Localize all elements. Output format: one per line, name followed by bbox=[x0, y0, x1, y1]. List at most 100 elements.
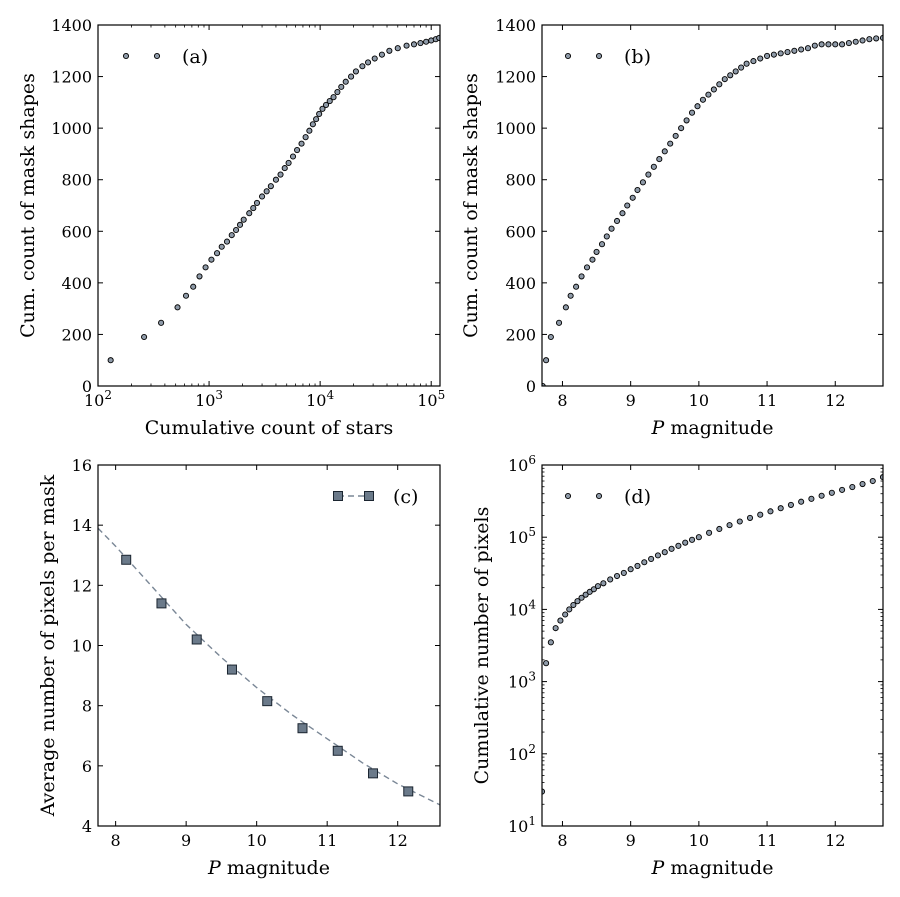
x-tick-label: 103 bbox=[195, 388, 223, 410]
data-point bbox=[557, 617, 564, 624]
data-point bbox=[757, 55, 764, 62]
data-point bbox=[710, 86, 717, 93]
legend-marker bbox=[153, 52, 161, 60]
x-tick-label: 9 bbox=[626, 831, 636, 850]
data-point bbox=[645, 171, 652, 178]
x-tick-label: 105 bbox=[417, 388, 445, 410]
data-point bbox=[624, 202, 631, 209]
x-axis-label-variable: P bbox=[651, 857, 666, 879]
data-point bbox=[240, 216, 247, 223]
data-point bbox=[594, 583, 601, 590]
x-tick-label: 11 bbox=[757, 391, 777, 410]
data-point bbox=[121, 554, 132, 565]
x-tick-label: 10 bbox=[689, 831, 709, 850]
data-point bbox=[562, 304, 569, 311]
axes-frame bbox=[97, 24, 441, 387]
x-axis-label-variable: P bbox=[651, 417, 666, 439]
data-point bbox=[547, 639, 554, 646]
y-tick-label: 400 bbox=[61, 274, 92, 293]
legend-marker bbox=[595, 492, 603, 500]
y-axis-label: Cumulative number of pixels bbox=[471, 507, 493, 785]
y-tick-base: 10 bbox=[508, 817, 528, 836]
legend-label: (b) bbox=[624, 46, 651, 68]
data-point bbox=[849, 483, 856, 491]
plot-area bbox=[542, 474, 883, 795]
data-point bbox=[757, 511, 764, 518]
x-axis-label-text: magnitude bbox=[670, 857, 773, 879]
data-point bbox=[214, 250, 221, 257]
data-point bbox=[297, 723, 308, 734]
x-tick-base: 10 bbox=[417, 391, 437, 410]
data-point bbox=[285, 159, 292, 167]
axes-frame bbox=[541, 464, 884, 827]
data-point bbox=[634, 562, 641, 569]
data-point bbox=[629, 194, 636, 201]
y-axis-label: Cum. count of mask shapes bbox=[17, 73, 39, 338]
y-tick-label: 1000 bbox=[495, 119, 536, 138]
x-tick-label: 8 bbox=[111, 831, 121, 850]
x-tick-label: 9 bbox=[626, 391, 636, 410]
data-point bbox=[378, 51, 385, 58]
data-point bbox=[562, 611, 569, 618]
data-point bbox=[272, 176, 279, 183]
data-point bbox=[294, 147, 301, 154]
y-tick-label: 14 bbox=[72, 516, 92, 535]
x-axis-label-text: magnitude bbox=[670, 417, 773, 439]
data-point bbox=[330, 94, 337, 101]
axes-frame bbox=[97, 464, 441, 827]
x-tick-label: 8 bbox=[557, 831, 567, 850]
y-tick-label: 1000 bbox=[51, 119, 92, 138]
legend: (c) bbox=[333, 486, 418, 508]
data-point bbox=[267, 183, 274, 190]
data-point bbox=[732, 68, 739, 75]
data-point bbox=[656, 156, 663, 163]
x-tick-label: 8 bbox=[557, 391, 567, 410]
data-point bbox=[578, 273, 585, 280]
data-point bbox=[804, 45, 812, 52]
data-point bbox=[582, 591, 589, 598]
data-point bbox=[319, 105, 326, 112]
data-point bbox=[699, 96, 707, 103]
data-point bbox=[322, 101, 330, 108]
legend-label: (c) bbox=[393, 486, 418, 508]
y-tick-exponent: 1 bbox=[528, 814, 536, 828]
y-tick-label: 800 bbox=[61, 171, 92, 190]
x-tick-base: 10 bbox=[195, 391, 215, 410]
data-point bbox=[688, 109, 696, 116]
data-point bbox=[738, 64, 745, 71]
data-point bbox=[250, 205, 257, 212]
data-point bbox=[811, 42, 818, 49]
data-point bbox=[654, 552, 661, 559]
y-tick-label: 6 bbox=[82, 757, 92, 776]
data-point bbox=[818, 492, 825, 499]
y-tick-label: 800 bbox=[505, 171, 536, 190]
data-point bbox=[334, 88, 341, 96]
data-point bbox=[156, 598, 167, 609]
data-point bbox=[202, 264, 209, 271]
data-point bbox=[302, 134, 309, 141]
data-point bbox=[764, 52, 771, 59]
y-tick-label: 600 bbox=[61, 222, 92, 241]
data-point bbox=[547, 333, 554, 341]
data-point bbox=[746, 514, 754, 521]
data-point bbox=[798, 498, 805, 505]
data-point bbox=[634, 186, 641, 194]
data-point bbox=[338, 83, 345, 90]
data-point bbox=[352, 68, 359, 75]
data-point bbox=[678, 125, 685, 132]
y-tick-label: 1200 bbox=[51, 68, 92, 87]
data-point bbox=[688, 536, 696, 543]
data-point bbox=[262, 696, 273, 707]
x-tick-label: 12 bbox=[825, 391, 845, 410]
y-tick-label: 105 bbox=[508, 525, 536, 547]
data-point bbox=[574, 598, 581, 605]
data-point bbox=[107, 357, 114, 364]
data-point bbox=[852, 38, 859, 45]
legend-marker bbox=[564, 52, 572, 60]
y-tick-base: 10 bbox=[508, 673, 528, 692]
y-tick-label: 8 bbox=[82, 697, 92, 716]
x-tick-exponent: 3 bbox=[215, 388, 223, 402]
data-point bbox=[770, 51, 777, 58]
x-tick-exponent: 5 bbox=[438, 388, 446, 402]
